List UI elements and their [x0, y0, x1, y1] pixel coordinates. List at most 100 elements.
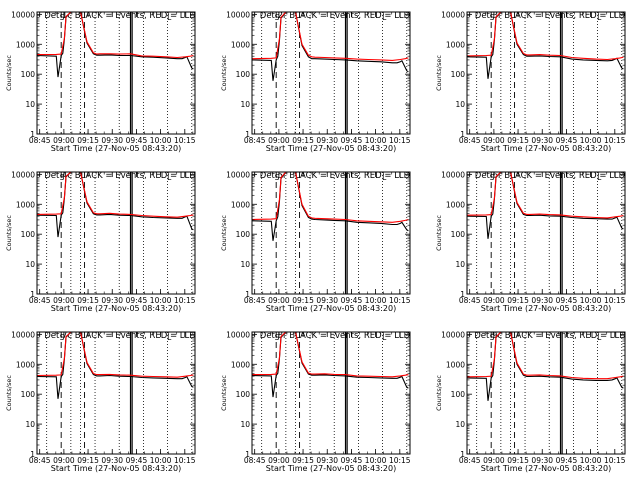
series-line-black — [252, 332, 409, 398]
panel-title: Det 8r BLACK = Events, RED = LLD — [260, 331, 411, 341]
x-tick-label: 08:45 — [244, 136, 266, 145]
y-tick-label: 1000 — [231, 200, 250, 209]
x-tick-label: 09:00 — [53, 136, 75, 145]
x-tick-label: 09:00 — [53, 456, 75, 465]
y-tick-label: 1000 — [446, 360, 465, 369]
series-line-red — [252, 172, 409, 223]
x-tick-label: 09:30 — [531, 456, 553, 465]
x-tick-label: 09:45 — [341, 296, 363, 305]
plot-frame — [251, 331, 411, 455]
series-line-red — [467, 12, 624, 61]
x-tick-label: 09:30 — [531, 296, 553, 305]
x-axis-label: Start Time (27-Nov-05 08:43:20) — [266, 304, 396, 313]
y-axis-label: Counts/sec — [220, 215, 228, 251]
y-tick-label: 10 — [455, 260, 465, 269]
x-tick-label: 09:45 — [341, 456, 363, 465]
x-tick-label: 09:00 — [268, 456, 290, 465]
series-line-red — [37, 12, 194, 59]
x-axis-label: Start Time (27-Nov-05 08:43:20) — [51, 464, 181, 473]
series-line-black — [467, 332, 624, 401]
x-tick-label: 10:15 — [604, 456, 626, 465]
y-tick-label: 1 — [245, 450, 250, 459]
y-tick-label: 10 — [25, 420, 35, 429]
y-axis-label: Counts/sec — [5, 375, 13, 411]
x-tick-label: 08:45 — [244, 296, 266, 305]
panel-title: Det 6r BLACK = Events, RED = LLD — [475, 171, 626, 181]
x-tick-label: 09:15 — [292, 296, 314, 305]
y-tick-label: 1 — [30, 450, 35, 459]
y-tick-label: 10000 — [441, 330, 465, 339]
x-tick-label: 10:00 — [365, 136, 387, 145]
x-tick-label: 09:15 — [77, 296, 99, 305]
series-line-black — [252, 172, 409, 241]
x-axis-label: Start Time (27-Nov-05 08:43:20) — [481, 464, 611, 473]
series-group — [467, 172, 624, 239]
y-tick-label: 10000 — [11, 10, 35, 19]
x-tick-label: 10:00 — [150, 296, 172, 305]
annotation-s: S — [60, 173, 65, 182]
y-axis-label: Counts/sec — [435, 55, 443, 91]
x-tick-label: 10:00 — [365, 296, 387, 305]
x-tick-label: 09:15 — [77, 456, 99, 465]
y-tick-label: 100 — [236, 390, 251, 399]
y-tick-label: 100 — [21, 230, 36, 239]
y-tick-label: 10 — [240, 260, 250, 269]
series-line-red — [37, 172, 194, 218]
y-tick-label: 1000 — [231, 40, 250, 49]
y-tick-label: 1 — [30, 290, 35, 299]
annotation-l: L — [167, 13, 172, 22]
annotation-l: L — [167, 333, 172, 342]
y-tick-label: 1000 — [231, 360, 250, 369]
series-line-black — [37, 332, 194, 399]
x-tick-label: 10:00 — [580, 456, 602, 465]
y-tick-label: 10000 — [11, 170, 35, 179]
x-tick-label: 09:00 — [483, 136, 505, 145]
x-tick-label: 09:00 — [483, 296, 505, 305]
x-tick-label: 09:15 — [507, 456, 529, 465]
plot-frame — [251, 11, 411, 135]
x-tick-label: 10:15 — [604, 296, 626, 305]
y-tick-label: 1000 — [16, 200, 35, 209]
x-tick-label: 09:15 — [77, 136, 99, 145]
y-tick-label: 100 — [451, 230, 466, 239]
x-tick-label: 10:00 — [365, 456, 387, 465]
x-tick-label: 09:15 — [292, 136, 314, 145]
y-tick-label: 1 — [460, 290, 465, 299]
annotation-s: S — [490, 173, 495, 182]
x-axis-label: Start Time (27-Nov-05 08:43:20) — [266, 144, 396, 153]
y-tick-label: 10 — [455, 420, 465, 429]
series-line-red — [37, 332, 194, 378]
plot-frame — [466, 331, 626, 455]
y-tick-label: 10 — [25, 100, 35, 109]
panel-title: Det 9c BLACK = Events, RED = LLD — [474, 331, 626, 341]
series-line-black — [467, 12, 624, 79]
y-tick-label: 100 — [236, 230, 251, 239]
x-axis-label: Start Time (27-Nov-05 08:43:20) — [481, 144, 611, 153]
y-tick-label: 10 — [240, 420, 250, 429]
x-tick-label: 09:30 — [531, 136, 553, 145]
x-tick-label: 08:45 — [29, 456, 51, 465]
series-group — [37, 12, 194, 78]
x-tick-label: 09:45 — [556, 456, 578, 465]
y-tick-label: 10 — [455, 100, 465, 109]
x-axis-label: Start Time (27-Nov-05 08:43:20) — [51, 304, 181, 313]
y-axis-label: Counts/sec — [435, 215, 443, 251]
series-line-red — [467, 172, 624, 219]
x-tick-label: 09:00 — [268, 296, 290, 305]
y-tick-label: 10000 — [441, 10, 465, 19]
series-line-black — [467, 172, 624, 239]
panel-title: Det 7c BLACK = Events, RED = LLD — [44, 331, 196, 341]
y-tick-label: 1000 — [16, 40, 35, 49]
annotation-l: L — [382, 13, 387, 22]
annotation-l: L — [597, 333, 602, 342]
y-tick-label: 10000 — [226, 10, 250, 19]
annotation-l: L — [382, 173, 387, 182]
series-group — [252, 332, 409, 398]
panel-title: Det 4c BLACK = Events, RED = LLD — [44, 171, 196, 181]
annotation-s: S — [275, 13, 280, 22]
